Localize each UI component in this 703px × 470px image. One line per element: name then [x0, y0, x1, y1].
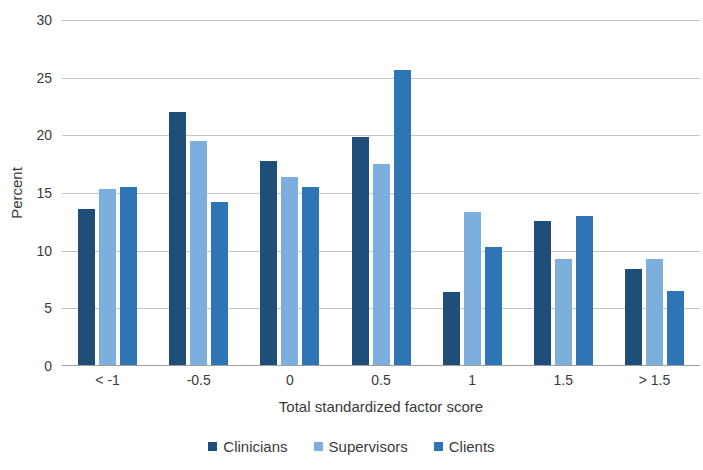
bar-clinicians-1 — [78, 209, 95, 365]
bar-clinicians-2 — [169, 112, 186, 365]
legend: Clinicians Supervisors Clients — [0, 438, 703, 455]
x-tick-label-7: > 1.5 — [609, 372, 700, 388]
legend-item-supervisors: Supervisors — [314, 438, 408, 455]
bar-supervisors-4 — [373, 164, 390, 365]
gridline-y-30 — [62, 20, 700, 21]
y-tick-label-30: 30 — [0, 12, 52, 28]
bar-clients-3 — [302, 187, 319, 365]
bar-clients-6 — [576, 216, 593, 365]
bar-clinicians-5 — [443, 292, 460, 365]
legend-swatch-clinicians — [208, 442, 217, 451]
bar-clinicians-7 — [625, 269, 642, 365]
x-tick-label-4: 0.5 — [335, 372, 426, 388]
bar-supervisors-6 — [555, 259, 572, 365]
y-tick-label-20: 20 — [0, 127, 52, 143]
bar-clients-2 — [211, 202, 228, 365]
bar-clinicians-3 — [260, 161, 277, 365]
legend-item-clinicians: Clinicians — [208, 438, 287, 455]
plot-area — [62, 20, 700, 366]
x-axis-title: Total standardized factor score — [62, 398, 700, 415]
x-tick-label-3: 0 — [244, 372, 335, 388]
bar-clients-4 — [394, 70, 411, 365]
legend-label-supervisors: Supervisors — [329, 438, 408, 455]
y-tick-label-10: 10 — [0, 243, 52, 259]
bar-supervisors-7 — [646, 259, 663, 365]
bar-clients-7 — [667, 291, 684, 365]
bar-supervisors-1 — [99, 189, 116, 365]
bar-clinicians-6 — [534, 221, 551, 365]
legend-label-clinicians: Clinicians — [223, 438, 287, 455]
legend-swatch-supervisors — [314, 442, 323, 451]
gridline-y-20 — [62, 135, 700, 136]
bar-supervisors-5 — [464, 212, 481, 365]
legend-item-clients: Clients — [434, 438, 495, 455]
bar-supervisors-3 — [281, 177, 298, 365]
gridline-y-25 — [62, 78, 700, 79]
legend-label-clients: Clients — [449, 438, 495, 455]
y-tick-label-15: 15 — [0, 185, 52, 201]
x-tick-label-1: < -1 — [62, 372, 153, 388]
y-tick-label-5: 5 — [0, 300, 52, 316]
bar-supervisors-2 — [190, 141, 207, 365]
x-axis-line — [62, 365, 700, 366]
y-tick-label-0: 0 — [0, 358, 52, 374]
bar-clients-1 — [120, 187, 137, 365]
x-tick-label-6: 1.5 — [518, 372, 609, 388]
y-tick-label-25: 25 — [0, 70, 52, 86]
bar-clinicians-4 — [352, 137, 369, 365]
bar-clients-5 — [485, 247, 502, 365]
x-tick-label-5: 1 — [427, 372, 518, 388]
legend-swatch-clients — [434, 442, 443, 451]
x-tick-label-2: -0.5 — [153, 372, 244, 388]
bar-chart: Percent 051015202530 < -1-0.500.511.5> 1… — [0, 0, 703, 470]
